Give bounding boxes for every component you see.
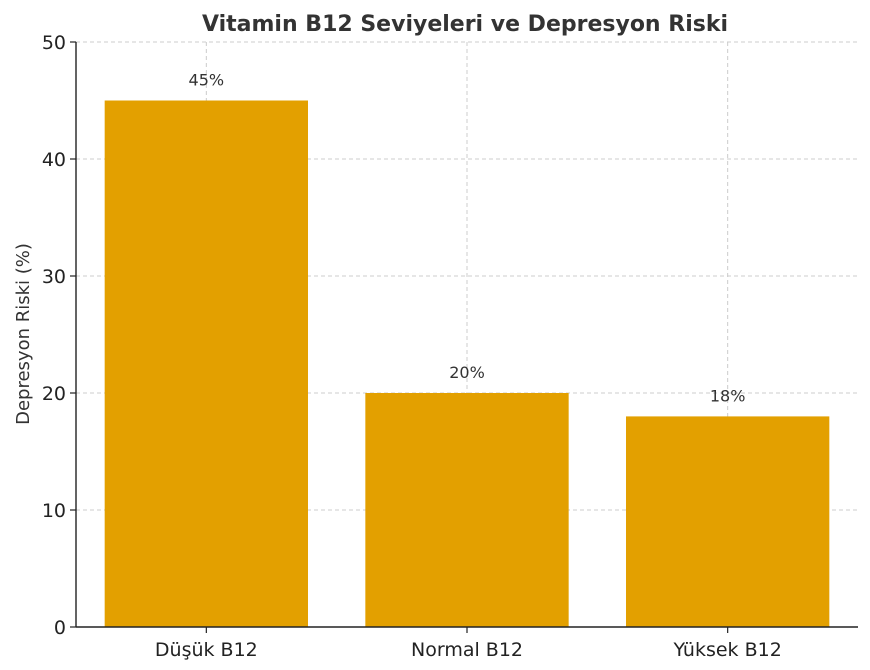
bars [104,100,830,627]
y-tick-label: 10 [42,500,66,522]
x-tick-label: Düşük B12 [155,639,258,661]
x-tick-label: Yüksek B12 [673,639,782,661]
bar-value-label: 18% [710,386,746,405]
data-labels: 45% 20% 18% [189,71,746,406]
bar-value-label: 45% [189,71,225,90]
y-tick-label: 30 [42,266,66,288]
x-tick-label: Normal B12 [411,639,523,661]
y-tick-label: 40 [42,149,66,171]
x-ticks: Düşük B12 Normal B12 Yüksek B12 [155,627,782,661]
bar [365,393,569,627]
y-tick-label: 0 [54,617,66,639]
y-axis-label: Depresyon Riski (%) [13,243,34,425]
bar [626,416,830,627]
bar-value-label: 20% [449,363,485,382]
chart-title: Vitamin B12 Seviyeleri ve Depresyon Risk… [202,12,728,37]
y-ticks: 0 10 20 30 40 50 [42,32,76,639]
y-tick-label: 20 [42,383,66,405]
bar [104,100,308,627]
y-tick-label: 50 [42,32,66,54]
